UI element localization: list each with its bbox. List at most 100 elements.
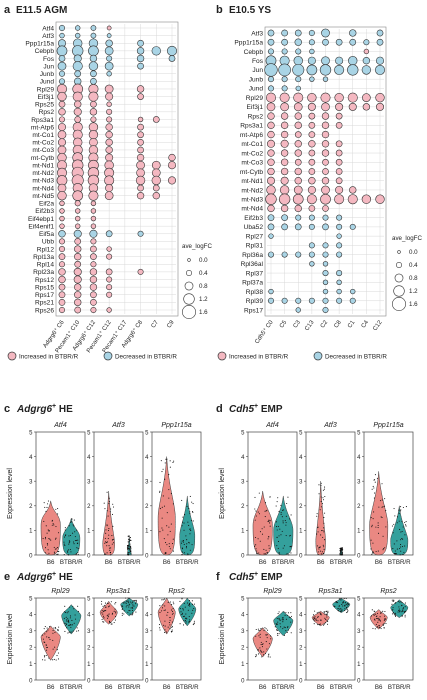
dot-mark xyxy=(90,306,97,314)
jitter-point xyxy=(402,526,404,528)
y-axis-label: Expression level xyxy=(219,613,226,664)
jitter-point xyxy=(404,534,406,536)
jitter-point xyxy=(104,508,106,510)
jitter-point xyxy=(377,522,379,524)
y-tick-label: 0 xyxy=(299,678,303,684)
jitter-point xyxy=(113,621,115,624)
jitter-point xyxy=(282,628,284,630)
jitter-point xyxy=(285,612,287,614)
jitter-point xyxy=(67,551,69,553)
dot-mark xyxy=(293,92,304,103)
jitter-point xyxy=(165,542,167,544)
jitter-point xyxy=(181,598,183,600)
dot-mark xyxy=(361,194,372,204)
jitter-point xyxy=(168,497,170,499)
jitter-point xyxy=(135,599,137,601)
jitter-point xyxy=(277,613,279,615)
jitter-point xyxy=(187,602,189,604)
jitter-point xyxy=(290,632,292,634)
jitter-point xyxy=(164,631,166,633)
y-tick-label: 0 xyxy=(299,553,303,559)
violin-shape xyxy=(102,491,115,556)
jitter-point xyxy=(164,620,166,622)
dot-mark xyxy=(57,61,67,71)
dot-mark xyxy=(309,76,315,82)
jitter-point xyxy=(44,536,47,538)
jitter-point xyxy=(104,553,106,555)
jitter-point xyxy=(405,520,407,523)
dot-mark xyxy=(152,191,160,200)
dot-mark xyxy=(59,32,65,39)
jitter-point xyxy=(169,617,171,619)
y-axis-label: Expression level xyxy=(7,468,14,519)
jitter-point xyxy=(261,651,263,653)
jitter-point xyxy=(319,619,321,621)
jitter-point xyxy=(187,521,189,523)
jitter-point xyxy=(55,508,57,510)
dot-mark xyxy=(90,70,97,78)
y-tick-label: 2 xyxy=(299,646,303,652)
jitter-point xyxy=(126,600,128,602)
jitter-point xyxy=(43,655,45,657)
jitter-point xyxy=(159,508,161,510)
jitter-point xyxy=(321,551,323,553)
jitter-point xyxy=(191,510,194,513)
jitter-point xyxy=(108,613,110,615)
gene-label: Jun xyxy=(252,67,263,74)
jitter-point xyxy=(54,626,56,629)
jitter-point xyxy=(400,544,402,546)
jitter-point xyxy=(395,615,397,617)
jitter-point xyxy=(189,533,191,535)
jitter-point xyxy=(127,611,129,613)
jitter-point xyxy=(65,622,67,624)
jitter-point xyxy=(382,610,384,612)
jitter-point xyxy=(107,616,109,618)
jitter-point xyxy=(188,507,190,509)
jitter-point xyxy=(380,612,382,614)
dot-mark xyxy=(168,153,176,162)
dot-mark xyxy=(137,131,144,139)
jitter-point xyxy=(282,621,284,623)
y-tick-label: 4 xyxy=(241,455,245,461)
jitter-point xyxy=(404,611,406,614)
y-tick-label: 5 xyxy=(145,596,149,602)
violin-shape xyxy=(62,518,81,556)
jitter-point xyxy=(185,622,187,624)
jitter-point xyxy=(54,646,56,648)
jitter-point xyxy=(319,546,321,548)
jitter-point xyxy=(370,517,372,519)
violin-shape xyxy=(99,600,118,625)
jitter-point xyxy=(255,544,257,546)
dot-mark xyxy=(335,177,343,185)
dot-mark xyxy=(267,214,275,222)
gene-label: Rpl23a xyxy=(33,269,54,276)
jitter-point xyxy=(128,609,130,611)
y-tick-label: 1 xyxy=(87,662,91,668)
gene-label: mt-Co1 xyxy=(32,132,54,139)
jitter-point xyxy=(315,618,317,620)
jitter-point xyxy=(254,508,256,510)
jitter-point xyxy=(111,539,114,541)
jitter-point xyxy=(260,641,262,643)
jitter-point xyxy=(289,617,291,619)
dot-mark xyxy=(105,230,113,238)
jitter-point xyxy=(77,552,79,554)
jitter-point xyxy=(182,541,184,543)
dot-mark xyxy=(307,102,316,111)
jitter-point xyxy=(254,545,256,547)
y-tick-label: 3 xyxy=(87,629,91,635)
gene-label: Jund xyxy=(40,79,55,86)
legend-up-swatch xyxy=(217,351,227,361)
dot-mark xyxy=(105,268,113,276)
jitter-point xyxy=(135,601,137,603)
x-tick-label: BTBR/R xyxy=(330,684,353,691)
jitter-point xyxy=(372,542,374,544)
jitter-point xyxy=(405,525,407,527)
jitter-point xyxy=(373,614,375,616)
jitter-point xyxy=(393,612,395,614)
violin-shape xyxy=(178,597,197,627)
dot-mark xyxy=(136,54,145,63)
jitter-point xyxy=(345,597,347,600)
jitter-point xyxy=(167,601,169,604)
jitter-point xyxy=(290,615,293,617)
